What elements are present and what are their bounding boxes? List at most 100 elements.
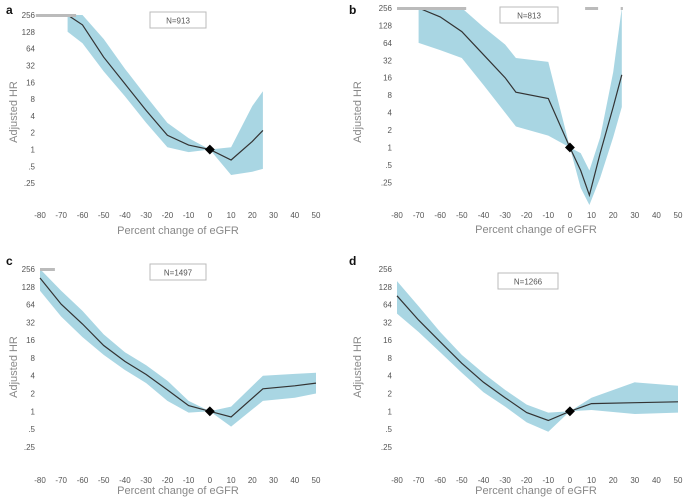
- x-tick-label: -30: [140, 476, 152, 485]
- y-tick-label: 2: [31, 390, 36, 399]
- y-tick-label: 128: [379, 283, 393, 292]
- plot-area: -80 -70 -60 -50 -40 -30 -20 -10 0 10 20 30 40 5025612…: [22, 265, 321, 485]
- x-tick-label: -50: [456, 476, 468, 485]
- x-tick-label: -50: [98, 476, 110, 485]
- n-annotation-box: [497, 272, 559, 290]
- x-tick-label: 10: [227, 476, 236, 485]
- y-tick-label: 4: [31, 372, 36, 381]
- data-rug: [40, 268, 55, 271]
- y-tick-label: 32: [383, 56, 392, 65]
- y-tick-label: 2: [388, 390, 393, 399]
- n-annotation-box: [499, 6, 559, 24]
- confidence-band: [67, 15, 263, 175]
- x-tick-label: 0: [568, 476, 573, 485]
- y-tick-label: 8: [388, 91, 393, 100]
- n-annotation-label: N=813: [517, 12, 541, 21]
- x-tick-label: -50: [98, 211, 110, 220]
- x-tick-label: 0: [568, 211, 573, 220]
- x-tick-label: 0: [208, 476, 213, 485]
- panel-d: d N=1266 Adjusted HR Percent change of e…: [349, 254, 683, 497]
- x-tick-label: -80: [391, 476, 403, 485]
- y-tick-label: 64: [26, 301, 35, 310]
- y-tick-label: 8: [31, 354, 36, 363]
- confidence-band: [40, 269, 316, 427]
- y-tick-label: 256: [22, 265, 36, 274]
- x-tick-label: -40: [478, 211, 490, 220]
- n-annotation-box: [149, 11, 207, 29]
- reference-diamond: [564, 142, 575, 153]
- y-tick-label: 16: [383, 336, 392, 345]
- x-tick-label: 50: [674, 211, 683, 220]
- x-tick-label: 10: [227, 211, 236, 220]
- x-tick-label: 20: [248, 211, 257, 220]
- y-tick-label: 4: [388, 372, 393, 381]
- hr-estimate-line: [396, 295, 679, 422]
- y-tick-label: 256: [379, 4, 393, 13]
- y-tick-label: 64: [383, 39, 392, 48]
- x-tick-label: 40: [652, 476, 661, 485]
- x-tick-label: 50: [312, 211, 321, 220]
- x-tick-label: -40: [119, 476, 131, 485]
- y-tick-label: 256: [379, 265, 393, 274]
- x-tick-label: -60: [434, 211, 446, 220]
- n-annotation: N=813: [499, 6, 559, 24]
- y-tick-label: 8: [31, 95, 36, 104]
- reference-diamond: [204, 144, 215, 155]
- panel-a: a N=913 Adjusted HR Percent change of eG…: [6, 3, 321, 237]
- x-tick-label: -30: [140, 211, 152, 220]
- x-tick-label: 20: [609, 476, 618, 485]
- y-tick-label: 16: [26, 78, 35, 87]
- x-tick-label: 30: [630, 476, 639, 485]
- y-tick-label: .25: [381, 178, 393, 187]
- panel-letter: d: [349, 254, 356, 268]
- x-tick-label: 30: [269, 211, 278, 220]
- x-tick-label: -10: [183, 476, 195, 485]
- y-tick-label: 32: [26, 318, 35, 327]
- x-tick-label: -60: [434, 476, 446, 485]
- n-annotation-label: N=1266: [514, 278, 543, 287]
- y-tick-label: 64: [26, 45, 35, 54]
- y-tick-label: .25: [381, 443, 393, 452]
- y-axis-title: Adjusted HR: [352, 336, 364, 398]
- data-rug: [585, 7, 599, 10]
- y-tick-label: .5: [385, 161, 392, 170]
- panel-c: c N=1497 Adjusted HR Percent change of e…: [6, 254, 321, 497]
- x-tick-label: -80: [34, 211, 46, 220]
- x-tick-label: 20: [248, 476, 257, 485]
- x-axis-title: Percent change of eGFR: [117, 485, 239, 497]
- y-tick-label: .5: [385, 425, 392, 434]
- n-annotation-label: N=1497: [164, 269, 193, 278]
- x-axis-title: Percent change of eGFR: [475, 224, 597, 236]
- y-tick-label: .5: [28, 162, 35, 171]
- reference-diamond: [204, 406, 215, 417]
- plot-area: -80 -70 -60 -50 -40 -30 -20 -10 0 10 20 30 40 5025612…: [379, 4, 683, 220]
- x-tick-label: -10: [543, 476, 555, 485]
- x-tick-label: 10: [587, 211, 596, 220]
- x-tick-label: -70: [413, 211, 425, 220]
- y-tick-label: 16: [383, 74, 392, 83]
- n-annotation: N=913: [149, 11, 207, 29]
- x-tick-label: 30: [269, 476, 278, 485]
- y-tick-label: 8: [388, 354, 393, 363]
- x-tick-label: -70: [413, 476, 425, 485]
- confidence-band: [397, 281, 678, 432]
- plot-area: -80 -70 -60 -50 -40 -30 -20 -10 0 10 20 30 40 5025612…: [22, 11, 321, 220]
- hr-estimate-line: [39, 277, 317, 418]
- x-tick-label: 40: [652, 211, 661, 220]
- data-rug: [620, 7, 623, 10]
- x-tick-label: 50: [674, 476, 683, 485]
- n-annotation-label: N=913: [166, 17, 190, 26]
- x-tick-label: -20: [162, 476, 174, 485]
- panel-b: b N=813 Adjusted HR Percent change of eG…: [349, 3, 683, 236]
- y-tick-label: .25: [24, 443, 36, 452]
- y-tick-label: 4: [31, 112, 36, 121]
- x-tick-label: -80: [391, 211, 403, 220]
- hr-estimate-line: [418, 7, 623, 198]
- y-tick-label: 4: [388, 109, 393, 118]
- x-tick-label: 40: [290, 211, 299, 220]
- y-tick-label: 16: [26, 336, 35, 345]
- x-axis-title: Percent change of eGFR: [475, 485, 597, 497]
- y-tick-label: 32: [26, 61, 35, 70]
- x-tick-label: 40: [290, 476, 299, 485]
